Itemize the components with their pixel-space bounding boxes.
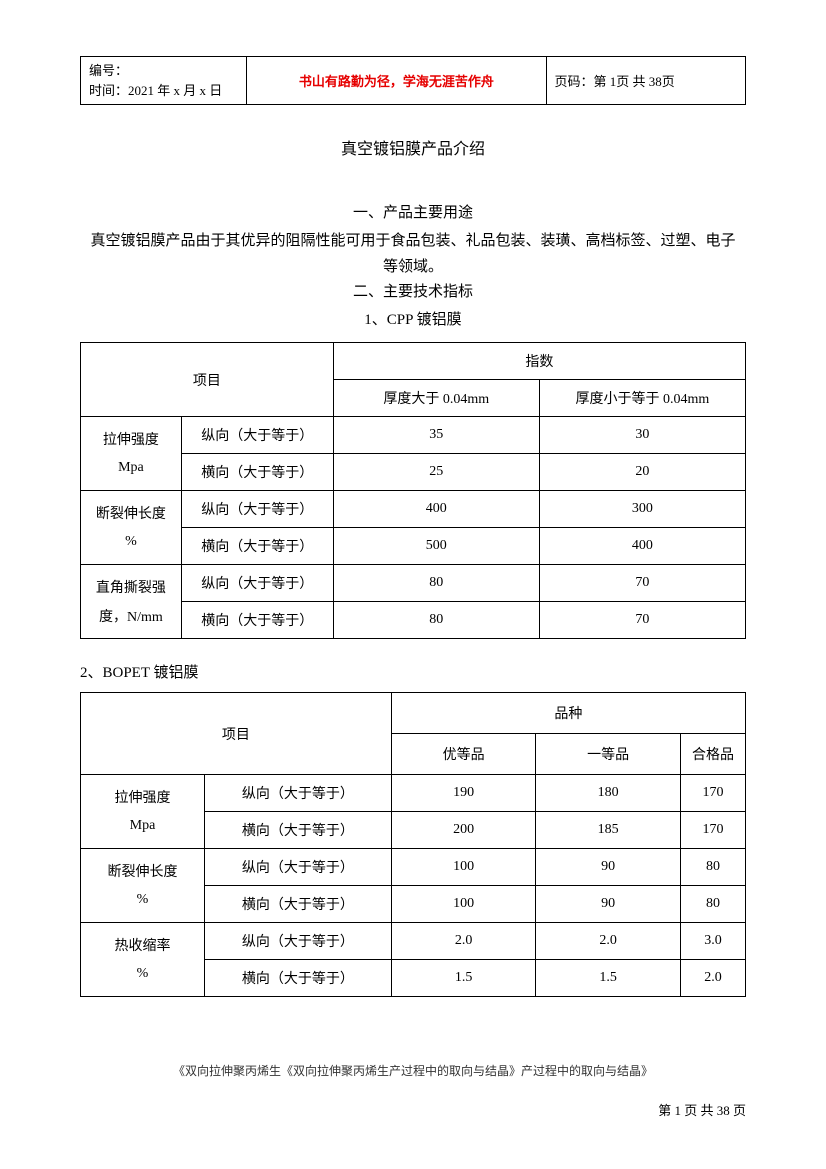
t1-r0-v1b: 30 <box>539 417 745 454</box>
t2-r0-v2b: 185 <box>536 812 681 849</box>
t1-r0-v2b: 20 <box>539 454 745 491</box>
t2-r1-unit: % <box>81 886 205 923</box>
table-cpp: 项目 指数 厚度大于 0.04mm 厚度小于等于 0.04mm 拉伸强度 纵向（… <box>80 342 746 639</box>
t1-r0-v2a: 25 <box>333 454 539 491</box>
t1-r1-unit: % <box>81 528 182 565</box>
header-motto: 书山有路勤为径，学海无涯苦作舟 <box>247 57 546 105</box>
section-1-paragraph: 真空镀铝膜产品由于其优异的阻隔性能可用于食品包装、礼品包装、装璜、高档标签、过塑… <box>80 229 746 280</box>
t2-r1-v2c: 80 <box>680 886 745 923</box>
t2-r2-v2a: 1.5 <box>391 960 536 997</box>
t2-r1-group: 断裂伸长度 <box>81 849 205 886</box>
t1-head-item: 项目 <box>81 343 334 417</box>
t2-r1-v1b: 90 <box>536 849 681 886</box>
t1-r2-dir2: 横向（大于等于） <box>181 602 333 639</box>
t1-r2-group: 直角撕裂强 <box>81 565 182 602</box>
table-bopet: 项目 品种 优等品 一等品 合格品 拉伸强度 纵向（大于等于） 190 180 … <box>80 692 746 997</box>
t2-col1: 优等品 <box>391 734 536 775</box>
t2-r2-v2b: 1.5 <box>536 960 681 997</box>
t1-r1-v2a: 500 <box>333 528 539 565</box>
header-left-cell: 编号： 时间：2021 年 x 月 x 日 <box>81 57 247 105</box>
t2-r2-v1a: 2.0 <box>391 923 536 960</box>
t2-r0-v1a: 190 <box>391 775 536 812</box>
t2-r2-v1b: 2.0 <box>536 923 681 960</box>
section-2-sub1: 1、CPP 镀铝膜 <box>80 308 746 332</box>
t2-col3: 合格品 <box>680 734 745 775</box>
t2-r0-dir1: 纵向（大于等于） <box>205 775 392 812</box>
t2-r0-v2a: 200 <box>391 812 536 849</box>
section-2-sub2: 2、BOPET 镀铝膜 <box>80 661 746 682</box>
t2-r2-dir2: 横向（大于等于） <box>205 960 392 997</box>
t2-r2-dir1: 纵向（大于等于） <box>205 923 392 960</box>
t2-r0-v2c: 170 <box>680 812 745 849</box>
t1-r0-group: 拉伸强度 <box>81 417 182 454</box>
section-1-heading: 一、产品主要用途 <box>80 201 746 225</box>
t1-r0-unit: Mpa <box>81 454 182 491</box>
t1-r1-v1a: 400 <box>333 491 539 528</box>
t1-col2: 厚度小于等于 0.04mm <box>539 380 745 417</box>
t1-r0-dir1: 纵向（大于等于） <box>181 417 333 454</box>
t2-r2-group: 热收缩率 <box>81 923 205 960</box>
serial-label: 编号： <box>89 61 238 81</box>
t2-r0-dir2: 横向（大于等于） <box>205 812 392 849</box>
t1-r0-dir2: 横向（大于等于） <box>181 454 333 491</box>
t2-r0-group: 拉伸强度 <box>81 775 205 812</box>
t1-col1: 厚度大于 0.04mm <box>333 380 539 417</box>
t2-r1-v1c: 80 <box>680 849 745 886</box>
t1-r1-dir1: 纵向（大于等于） <box>181 491 333 528</box>
t1-r2-v1a: 80 <box>333 565 539 602</box>
t1-r1-group: 断裂伸长度 <box>81 491 182 528</box>
t2-r1-v2b: 90 <box>536 886 681 923</box>
t2-r1-v1a: 100 <box>391 849 536 886</box>
t1-head-index: 指数 <box>333 343 745 380</box>
t1-r1-dir2: 横向（大于等于） <box>181 528 333 565</box>
t2-r0-v1b: 180 <box>536 775 681 812</box>
t2-head-kind: 品种 <box>391 693 745 734</box>
t1-r2-v1b: 70 <box>539 565 745 602</box>
t2-r2-unit: % <box>81 960 205 997</box>
t2-head-item: 项目 <box>81 693 392 775</box>
time-label: 时间：2021 年 x 月 x 日 <box>89 81 238 101</box>
t1-r1-v1b: 300 <box>539 491 745 528</box>
footer-pagenum: 第 1 页 共 38 页 <box>658 1100 746 1119</box>
section-2-heading: 二、主要技术指标 <box>80 280 746 304</box>
footer-citation: 《双向拉伸聚丙烯生《双向拉伸聚丙烯生产过程中的取向与结晶》产过程中的取向与结晶》 <box>0 1062 826 1079</box>
t2-r2-v1c: 3.0 <box>680 923 745 960</box>
t1-r1-v2b: 400 <box>539 528 745 565</box>
t2-r1-dir1: 纵向（大于等于） <box>205 849 392 886</box>
t1-r2-unit: 度，N/mm <box>81 602 182 639</box>
t2-r1-v2a: 100 <box>391 886 536 923</box>
t2-r0-unit: Mpa <box>81 812 205 849</box>
t2-r0-v1c: 170 <box>680 775 745 812</box>
document-title: 真空镀铝膜产品介绍 <box>80 135 746 159</box>
t2-r1-dir2: 横向（大于等于） <box>205 886 392 923</box>
t2-col2: 一等品 <box>536 734 681 775</box>
header-page-label: 页码：第 1页 共 38页 <box>546 57 746 105</box>
header-box: 编号： 时间：2021 年 x 月 x 日 书山有路勤为径，学海无涯苦作舟 页码… <box>80 56 746 105</box>
t1-r2-dir1: 纵向（大于等于） <box>181 565 333 602</box>
t1-r0-v1a: 35 <box>333 417 539 454</box>
t1-r2-v2a: 80 <box>333 602 539 639</box>
t2-r2-v2c: 2.0 <box>680 960 745 997</box>
t1-r2-v2b: 70 <box>539 602 745 639</box>
